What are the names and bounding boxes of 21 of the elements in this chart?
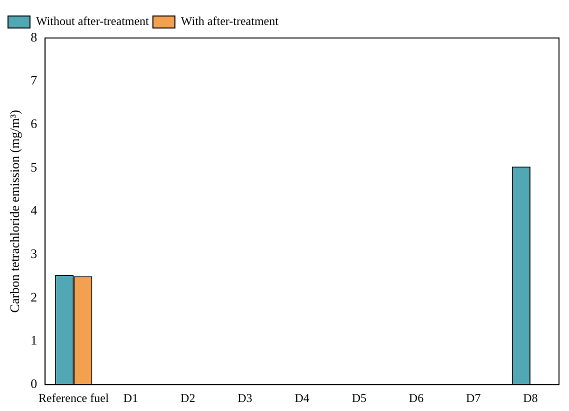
x-tick-label: D1 — [123, 390, 138, 405]
y-tick-label: 2 — [30, 289, 38, 304]
y-tick-label: 3 — [30, 246, 38, 262]
x-tick-label: D6 — [408, 390, 424, 405]
y-tick-label: 6 — [30, 116, 38, 132]
y-tick-label: 8 — [30, 29, 38, 44]
y-axis-title: Carbon tetrachloride emission (mg/m³) — [7, 110, 22, 313]
x-tick-label: D4 — [294, 390, 310, 405]
y-tick-label: 4 — [30, 202, 38, 218]
legend-label: Without after-treatment — [36, 14, 150, 28]
x-tick-label: D5 — [352, 390, 366, 405]
y-tick-label: 1 — [30, 332, 38, 348]
x-tick-label: D2 — [180, 390, 196, 405]
x-tick-label: Reference fuel — [38, 390, 110, 405]
legend-label: With after-treatment — [180, 14, 280, 28]
y-tick-label: 0 — [30, 376, 38, 392]
y-tick-label: 7 — [30, 72, 38, 88]
y-tick-label: 5 — [30, 159, 38, 174]
x-tick-label: D3 — [238, 390, 252, 405]
x-tick-label: D7 — [466, 390, 481, 405]
x-tick-label: D8 — [523, 390, 538, 405]
